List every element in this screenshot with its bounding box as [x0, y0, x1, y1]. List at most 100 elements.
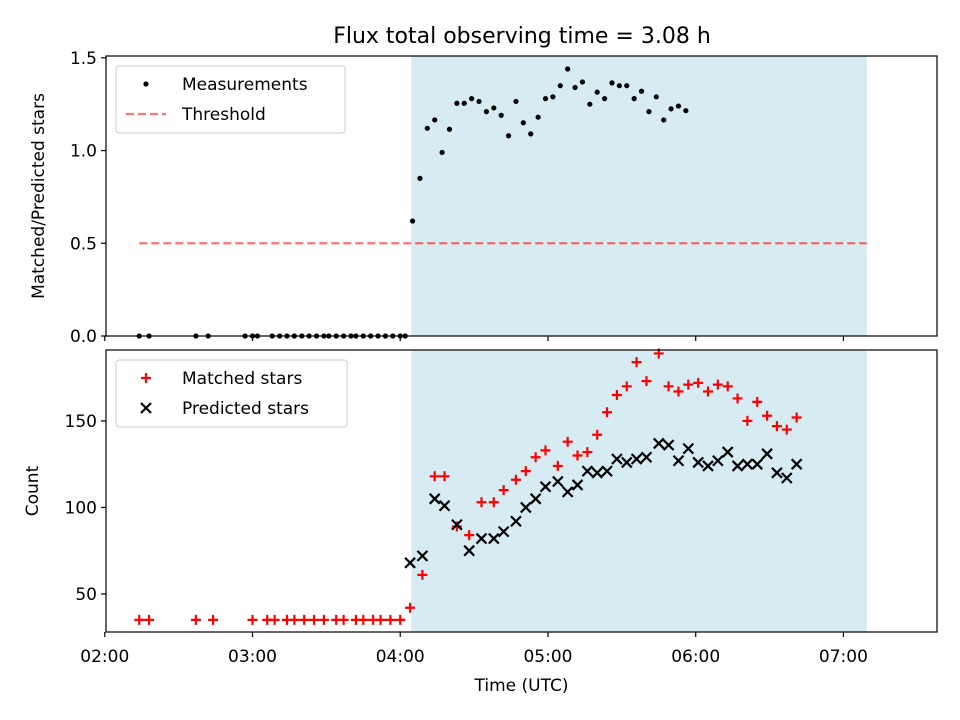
measurement-point	[638, 88, 645, 94]
legend-label: Measurements	[182, 75, 308, 95]
matched-star-point	[498, 485, 509, 496]
matched-star-point	[318, 614, 329, 625]
axes-frame	[105, 55, 938, 337]
matched-star-point	[712, 379, 723, 390]
x-tick-label: 02:00	[80, 647, 129, 667]
measurement-point	[505, 133, 512, 139]
y-tick-label: 150	[65, 412, 97, 432]
measurement-point	[535, 114, 541, 120]
measurement-point	[609, 80, 615, 86]
matched-star-point	[439, 471, 450, 482]
predicted-star-point	[520, 501, 532, 514]
matched-star-point	[476, 497, 487, 508]
measurement-point	[439, 149, 445, 156]
matched-star-point	[375, 614, 386, 625]
matched-star-point	[781, 424, 792, 435]
measurement-point	[424, 125, 430, 131]
predicted-star-point	[620, 456, 633, 469]
y-axis-label: Matched/Predicted stars	[29, 93, 49, 299]
matched-star-point	[722, 381, 733, 392]
matched-star-point	[488, 497, 499, 508]
x-tick-label: 06:00	[671, 647, 720, 667]
observing-window-shade	[411, 56, 867, 336]
predicted-star-point	[630, 453, 643, 465]
matched-star-point	[602, 407, 613, 418]
matched-star-point	[611, 389, 622, 400]
measurement-point	[572, 84, 578, 91]
legend-label: Threshold	[181, 105, 266, 125]
legend-box	[115, 359, 348, 428]
matched-star-point	[732, 393, 743, 404]
predicted-star-point	[692, 456, 704, 469]
matched-star-point	[338, 614, 349, 625]
measurement-point	[528, 131, 534, 137]
matched-star-point	[621, 381, 632, 392]
measurement-point	[432, 117, 438, 123]
legend-label: Predicted stars	[182, 399, 309, 419]
matched-star-point	[358, 614, 369, 625]
matched-star-point	[631, 357, 642, 368]
y-tick-label: 100	[65, 498, 97, 518]
predicted-star-point	[682, 442, 695, 455]
predicted-star-point	[662, 439, 675, 451]
predicted-star-point	[672, 454, 685, 467]
measurement-point	[469, 96, 475, 102]
matched-star-point	[405, 602, 416, 613]
matched-star-point	[592, 429, 603, 440]
matched-star-point	[683, 379, 694, 390]
predicted-star-point	[510, 515, 522, 528]
predicted-star-point	[581, 465, 594, 477]
measurement-point	[616, 83, 622, 89]
measurement-point	[631, 96, 637, 102]
predicted-star-point	[702, 460, 714, 472]
observing-window-shade	[411, 350, 867, 632]
measurement-point	[520, 120, 526, 126]
predicted-star-point	[781, 472, 793, 484]
measurement-point	[602, 96, 608, 102]
matched-star-point	[429, 471, 440, 482]
matched-star-point	[299, 614, 310, 625]
legend: Matched stars Predicted stars	[115, 359, 348, 428]
measurement-point	[579, 79, 586, 85]
matched-star-point	[673, 386, 684, 397]
series-predicted-stars	[404, 437, 803, 569]
matched-star-point	[451, 521, 462, 532]
measurement-point	[587, 101, 593, 107]
predicted-star-point	[404, 557, 416, 569]
matched-star-point	[247, 614, 258, 625]
predicted-star-point	[751, 458, 764, 470]
matched-star-point	[663, 381, 674, 392]
legend: Measurements Threshold	[115, 65, 346, 134]
measurement-point	[409, 218, 416, 224]
measurement-point	[683, 108, 689, 114]
measurement-point	[646, 109, 652, 115]
matched-star-point	[791, 412, 802, 423]
matched-star-point	[395, 614, 406, 625]
measurement-point	[461, 100, 467, 106]
predicted-star-point	[771, 467, 783, 479]
predicted-star-point	[721, 446, 734, 458]
bottom-panel: 50 100 150 02:00 03:00 04:00 05:00 06:00 07:00 Co…	[23, 348, 938, 696]
x-tick-label: 04:00	[376, 647, 425, 667]
measurement-point	[557, 83, 563, 89]
predicted-star-point	[591, 467, 603, 479]
y-tick-label: 0.5	[70, 234, 97, 254]
matched-star-point	[417, 569, 428, 580]
x-tick-label: 05:00	[523, 647, 572, 667]
matched-star-point	[693, 377, 704, 388]
measurement-point	[476, 98, 482, 105]
predicted-star-point	[529, 493, 542, 505]
y-tick-label: 0.0	[70, 327, 97, 347]
legend-box	[115, 65, 346, 134]
chart-title: Flux total observing time = 3.08 h	[333, 24, 711, 49]
measurement-point	[565, 66, 571, 72]
measurement-point	[675, 103, 682, 109]
legend-measurement-marker	[143, 81, 149, 87]
matched-star-point	[641, 376, 652, 387]
matched-star-point	[269, 614, 280, 625]
x-tick-label: 07:00	[819, 647, 868, 667]
predicted-star-point	[475, 532, 488, 545]
matched-star-point	[309, 614, 320, 625]
matched-star-point	[582, 447, 593, 458]
